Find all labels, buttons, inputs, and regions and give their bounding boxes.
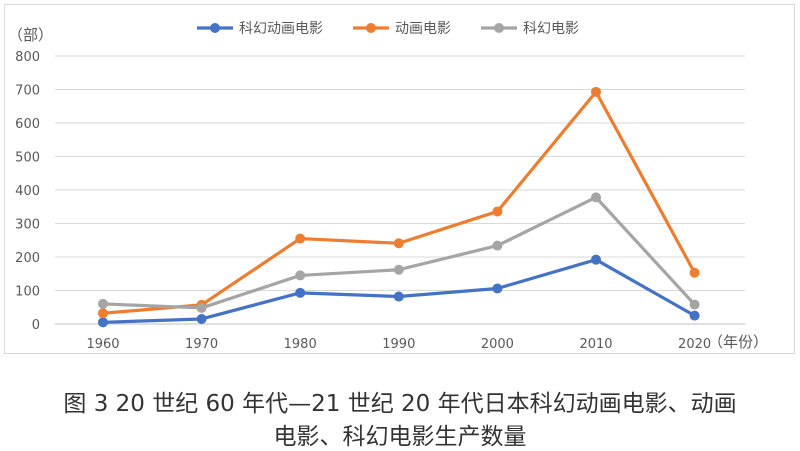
- x-tick-label: 1990: [382, 337, 415, 352]
- data-point: [295, 233, 306, 244]
- data-point: [98, 317, 108, 328]
- y-tick-label: 500: [15, 151, 40, 166]
- y-tick-label: 200: [15, 251, 40, 266]
- data-point: [689, 267, 700, 278]
- data-point: [492, 240, 503, 251]
- x-tick-label: 1960: [86, 337, 119, 352]
- figure-caption-line-1: 图 3 20 世纪 60 年代—21 世纪 20 年代日本科幻动画电影、动画: [63, 391, 737, 417]
- data-point: [98, 308, 108, 319]
- legend-swatch-marker: [494, 23, 504, 33]
- series-line-2: [101, 90, 697, 315]
- x-tick-label: 2020: [678, 337, 711, 352]
- legend-label: 科幻电影: [523, 21, 579, 37]
- data-point: [393, 238, 404, 249]
- y-tick-label: 600: [15, 117, 40, 132]
- y-tick-label: 0: [32, 318, 40, 333]
- data-point: [393, 264, 404, 275]
- legend-swatch-marker: [366, 23, 376, 33]
- data-point: [295, 270, 306, 281]
- y-tick-label: 700: [15, 84, 40, 99]
- x-tick-label: 2010: [579, 337, 612, 352]
- x-tick-label: 2000: [481, 337, 514, 352]
- data-point: [591, 192, 601, 203]
- series-line-3: [101, 195, 697, 310]
- y-tick-label: 100: [15, 285, 40, 300]
- y-axis-label: （部）: [8, 26, 53, 44]
- x-tick-label: 1970: [185, 337, 218, 352]
- data-point: [689, 299, 700, 310]
- data-point: [591, 254, 601, 265]
- figure-caption-line-2: 电影、科幻电影生产数量: [273, 424, 527, 450]
- x-axis-label: （年份）: [708, 333, 768, 351]
- y-tick-label: 800: [15, 50, 40, 65]
- line-chart: 0 100 200 300 400 500 600 700 800 1960 1970 1980 199…: [8, 21, 768, 352]
- legend-label: 动画电影: [395, 21, 451, 37]
- legend-label: 科幻动画电影: [239, 21, 323, 37]
- legend-swatch-marker: [210, 23, 220, 33]
- y-tick-label: 400: [15, 184, 40, 199]
- data-point: [295, 287, 306, 298]
- x-tick-label: 1980: [284, 337, 317, 352]
- y-tick-label: 300: [15, 218, 40, 233]
- data-point: [393, 291, 404, 302]
- data-point: [196, 302, 207, 313]
- data-point: [492, 283, 503, 294]
- data-point: [196, 313, 207, 324]
- data-point: [98, 298, 108, 309]
- data-point: [591, 86, 601, 97]
- data-point: [492, 206, 503, 217]
- data-point: [689, 310, 700, 321]
